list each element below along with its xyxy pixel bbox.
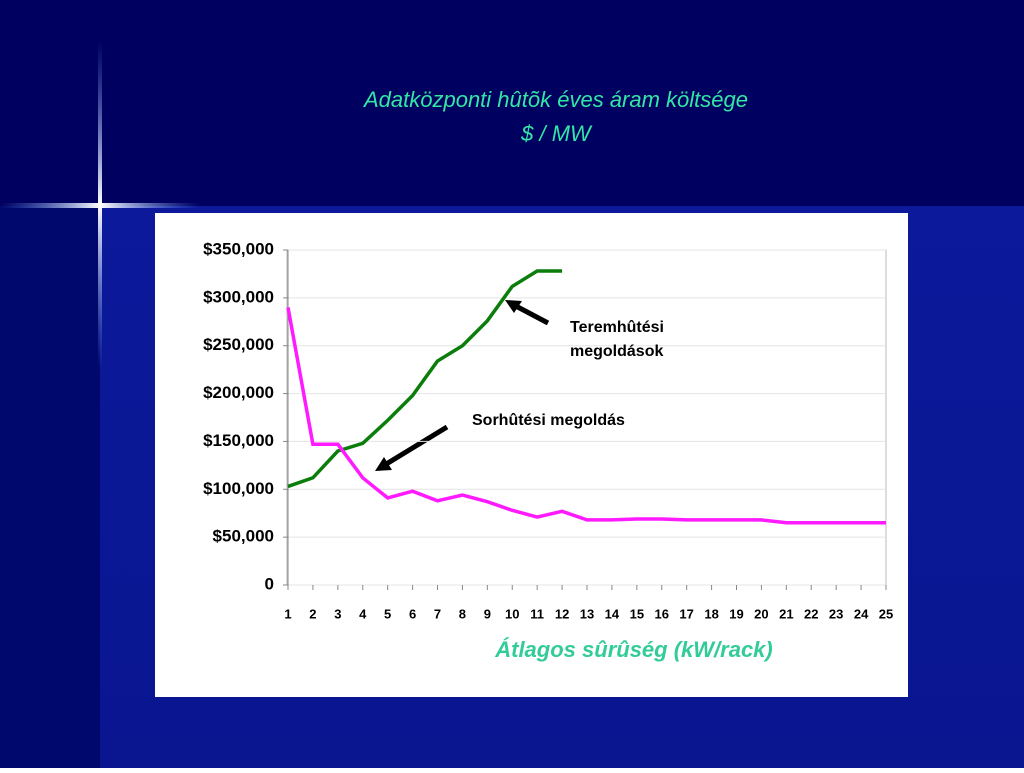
y-tick-label: 0 xyxy=(265,574,274,593)
title: Adatközponti hûtõk éves áram költsége xyxy=(362,87,748,112)
x-tick-label: 22 xyxy=(804,606,818,621)
x-tick-label: 17 xyxy=(679,606,693,621)
x-axis-label: Átlagos sûrûség (kW/rack) xyxy=(494,637,773,662)
x-tick-label: 8 xyxy=(459,606,466,621)
x-tick-label: 10 xyxy=(505,606,519,621)
annotation: megoldások xyxy=(570,343,663,360)
subtitle: $ / MW xyxy=(520,121,593,146)
y-tick-label: $50,000 xyxy=(213,527,274,546)
x-tick-label: 4 xyxy=(359,606,367,621)
chart-panel xyxy=(155,213,908,697)
x-tick-label: 15 xyxy=(630,606,644,621)
x-tick-label: 24 xyxy=(854,606,869,621)
x-tick-label: 19 xyxy=(729,606,743,621)
annotation: Sorhûtési megoldás xyxy=(472,412,625,429)
arrow xyxy=(381,424,449,469)
top-band xyxy=(0,0,1024,206)
x-tick-label: 9 xyxy=(484,606,491,621)
x-tick-label: 18 xyxy=(704,606,718,621)
x-tick-label: 25 xyxy=(879,606,893,621)
x-tick-label: 6 xyxy=(409,606,416,621)
x-tick-label: 21 xyxy=(779,606,793,621)
x-tick-label: 12 xyxy=(555,606,569,621)
x-tick-label: 23 xyxy=(829,606,843,621)
x-tick-label: 3 xyxy=(334,606,341,621)
series-line xyxy=(286,307,886,525)
arrow-head xyxy=(375,457,392,471)
x-tick-label: 13 xyxy=(580,606,594,621)
y-tick-label: $300,000 xyxy=(203,287,274,306)
y-tick-label: $150,000 xyxy=(203,431,274,450)
series-line xyxy=(287,269,563,489)
x-tick-label: 11 xyxy=(530,606,544,621)
x-tick-label: 5 xyxy=(384,606,391,621)
y-tick-label: $100,000 xyxy=(203,479,274,498)
x-tick-label: 16 xyxy=(655,606,669,621)
x-tick-label: 20 xyxy=(754,606,768,621)
x-tick-label: 1 xyxy=(284,606,291,621)
x-tick-label: 7 xyxy=(434,606,441,621)
x-tick-label: 14 xyxy=(605,606,620,621)
arrow xyxy=(510,301,550,326)
flare-v xyxy=(98,40,102,370)
y-tick-label: $200,000 xyxy=(203,383,274,402)
y-tick-label: $250,000 xyxy=(203,335,274,354)
left-band xyxy=(0,206,100,768)
x-tick-label: 2 xyxy=(309,606,316,621)
annotation: Teremhûtési xyxy=(570,319,664,336)
y-tick-label: $350,000 xyxy=(203,239,274,258)
arrow-head xyxy=(505,300,522,313)
